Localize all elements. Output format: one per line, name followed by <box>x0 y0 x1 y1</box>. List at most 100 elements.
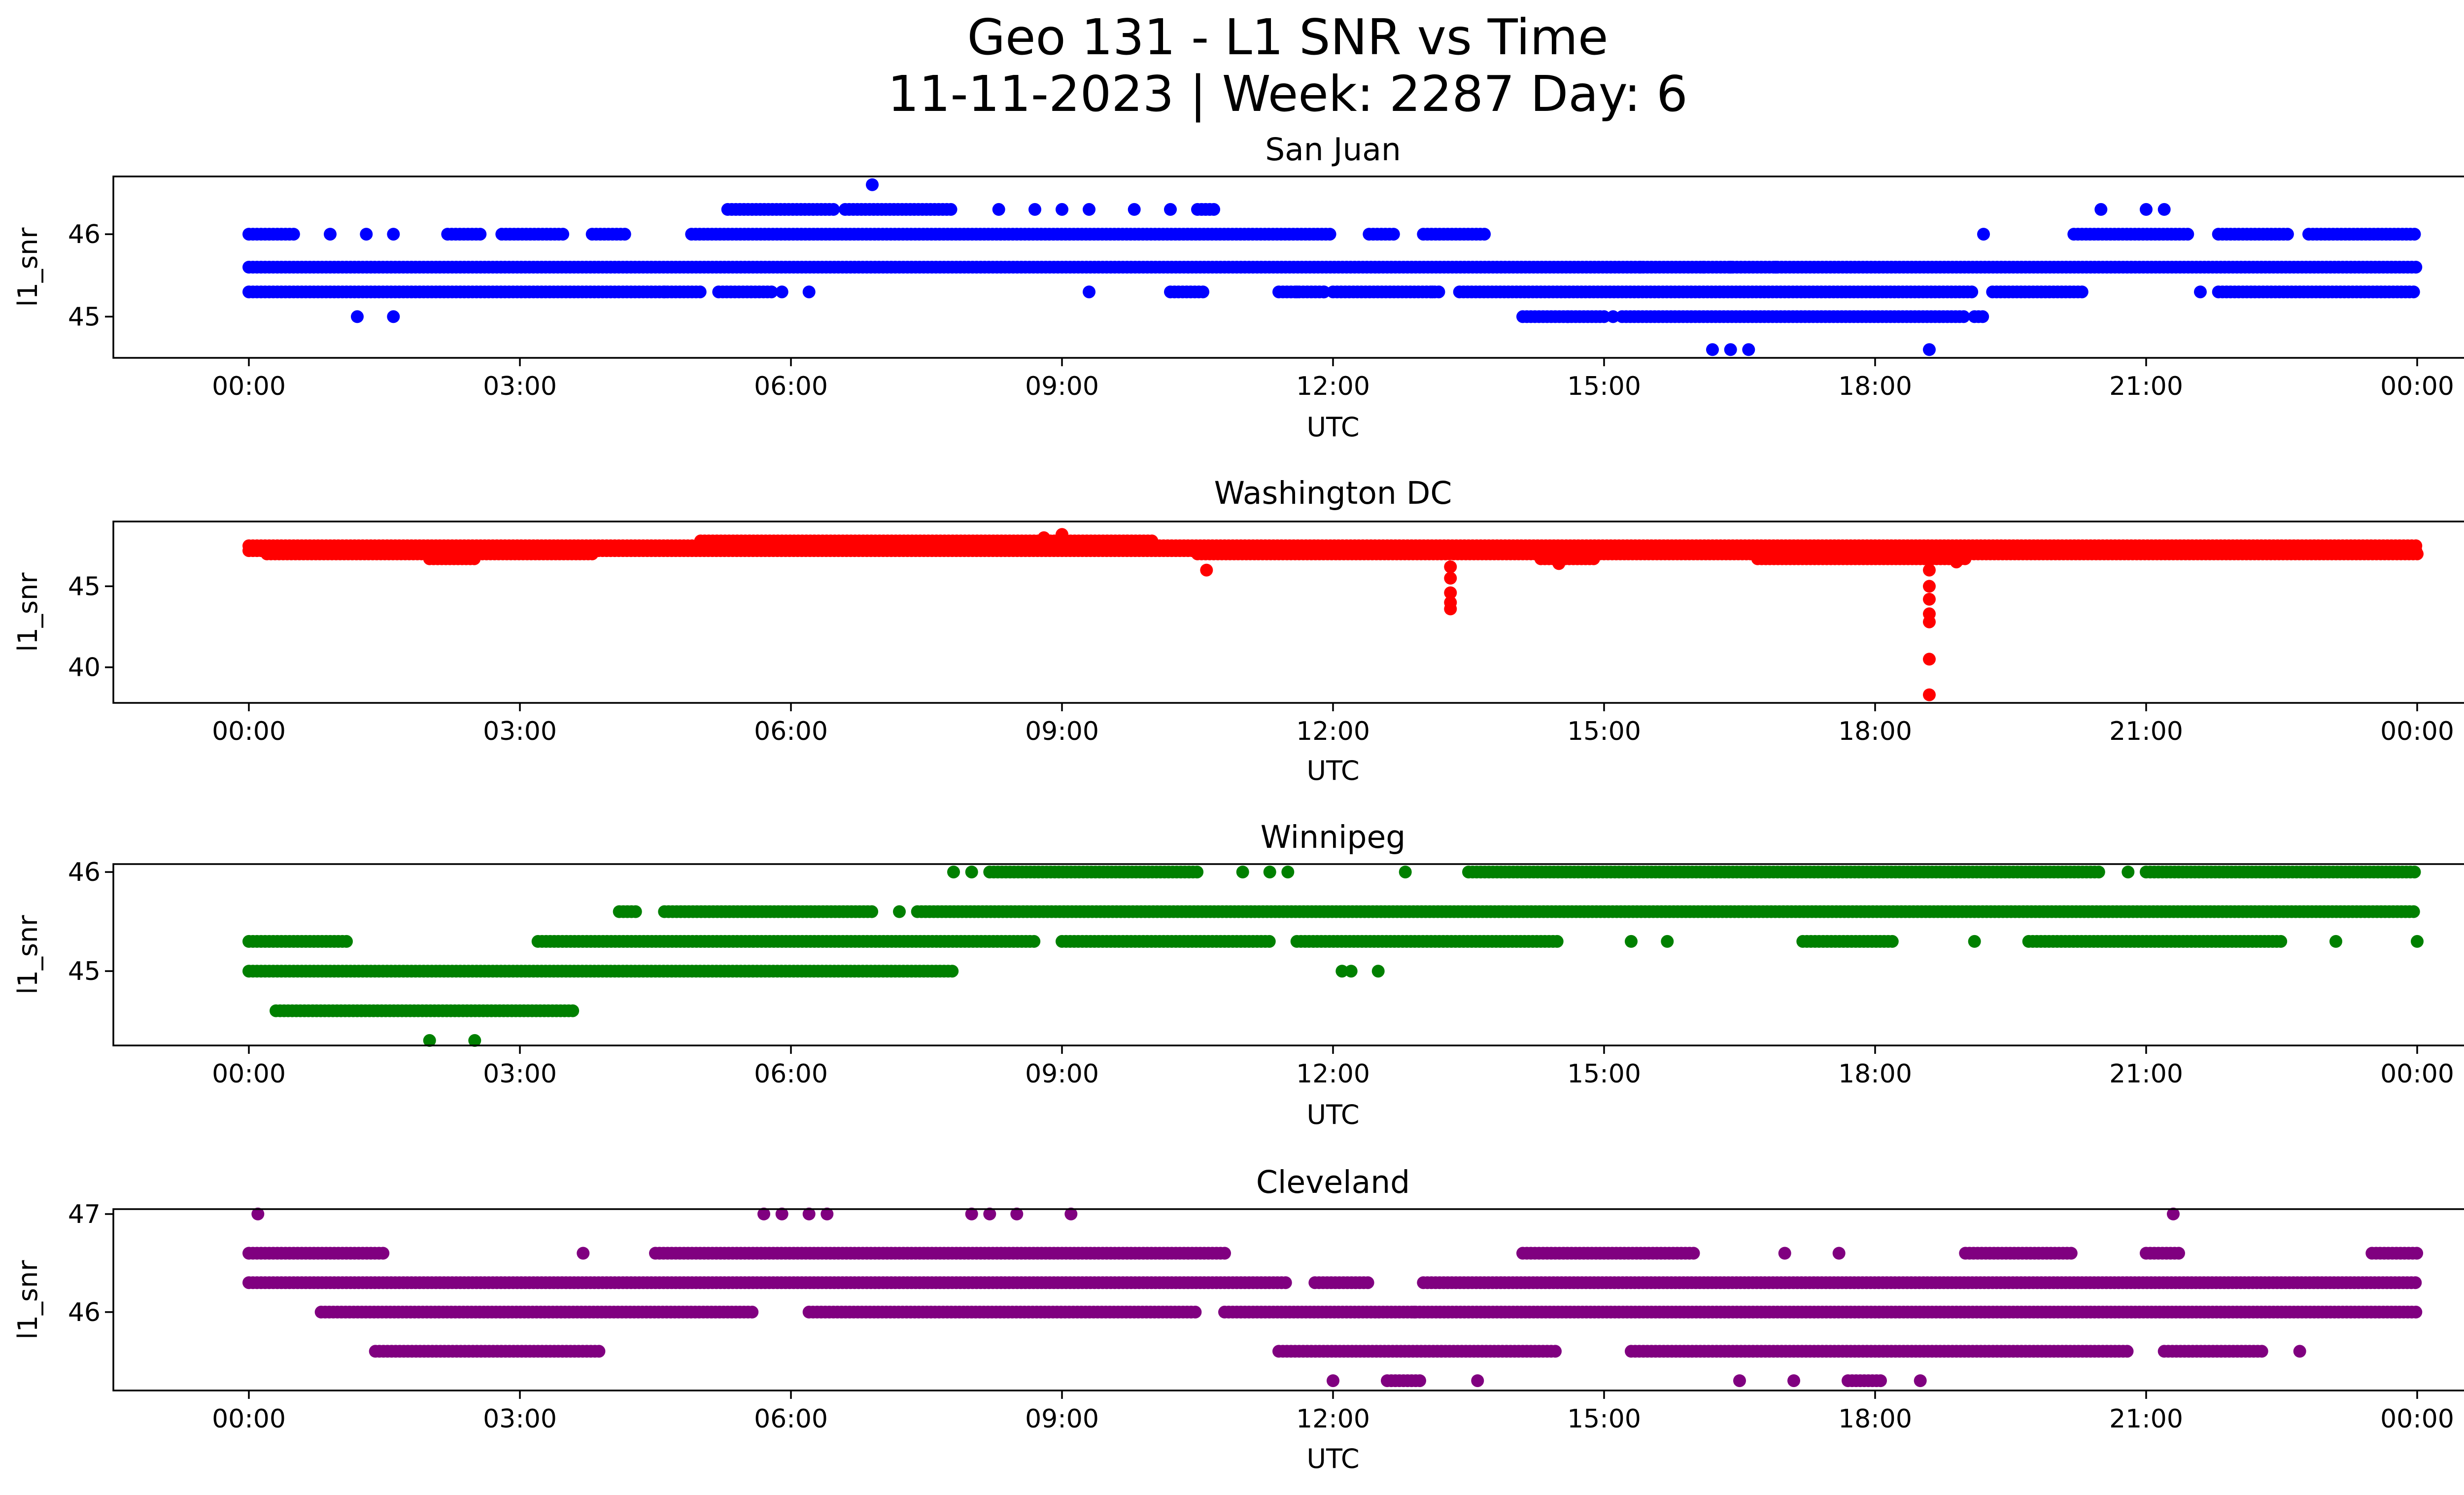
x-tick-label: 12:00 <box>1296 717 1370 746</box>
data-point <box>1977 228 1990 241</box>
data-point <box>360 228 373 241</box>
data-point <box>2409 261 2423 274</box>
data-point <box>1724 343 1737 356</box>
data-point <box>629 905 642 918</box>
y-tick-label: 45 <box>68 302 101 332</box>
data-point <box>566 1004 580 1017</box>
data-point <box>1561 310 1574 323</box>
x-tick-label: 00:00 <box>2380 1059 2454 1089</box>
data-point <box>1426 285 1439 299</box>
y-tick-label: 46 <box>68 220 101 249</box>
y-tick-label: 46 <box>68 858 101 887</box>
data-point <box>693 285 707 299</box>
data-point <box>1056 528 1068 541</box>
data-point <box>1444 560 1457 573</box>
data-point <box>802 285 816 299</box>
data-point <box>1028 203 1041 216</box>
data-point <box>2122 866 2135 879</box>
data-point <box>1923 580 1936 593</box>
data-point <box>351 310 364 323</box>
x-tick-label: 15:00 <box>1567 717 1641 746</box>
data-point <box>944 203 958 216</box>
data-point <box>1323 228 1336 241</box>
x-tick-label: 06:00 <box>754 1059 828 1089</box>
x-tick-label: 18:00 <box>1838 717 1912 746</box>
data-point <box>965 866 978 879</box>
data-point <box>1923 653 1936 666</box>
axes-frame <box>112 863 2464 1046</box>
x-tick-label: 00:00 <box>212 1059 286 1089</box>
data-point <box>1550 935 1564 948</box>
data-point <box>658 285 671 299</box>
panel-washington-dc: Washington DC UTC l1_snr 00:00 03:00 06:00… <box>12 475 2464 786</box>
data-point <box>866 178 879 191</box>
data-point <box>468 552 481 565</box>
data-point <box>1552 557 1566 570</box>
x-tick-label: 00:00 <box>212 717 286 746</box>
data-point <box>1885 935 1899 948</box>
data-point <box>1191 866 1204 879</box>
y-tick-label: 45 <box>68 957 101 986</box>
y-tick-label: 40 <box>68 653 101 683</box>
data-point <box>947 866 960 879</box>
x-tick-label: 09:00 <box>1025 372 1099 401</box>
data-point <box>1697 261 1710 274</box>
x-tick-label: 06:00 <box>754 372 828 401</box>
data-point <box>1207 203 1220 216</box>
data-point <box>2408 866 2421 879</box>
data-point <box>2157 203 2171 216</box>
data-point <box>1263 935 1276 948</box>
x-tick-label: 03:00 <box>483 372 557 401</box>
data-point <box>2281 228 2294 241</box>
x-tick-label: 09:00 <box>1025 1059 1099 1089</box>
data-point <box>2181 228 2194 241</box>
y-tick-label: 45 <box>68 572 101 601</box>
data-point <box>1950 556 1963 569</box>
data-point <box>2408 228 2421 241</box>
data-point <box>1399 866 1412 879</box>
data-point <box>1083 285 1095 299</box>
y-axis-label: l1_snr <box>12 227 43 307</box>
data-point <box>1706 343 1719 356</box>
x-tick-label: 21:00 <box>2109 717 2183 746</box>
x-tick-label: 21:00 <box>2109 1059 2183 1089</box>
data-point <box>1968 935 1981 948</box>
data-point <box>893 905 906 918</box>
panel-cleveland: Cleveland UTC l1_snr 00:00 03:00 06:00 09:0… <box>12 1164 2464 1474</box>
y-axis-label: l1_snr <box>12 572 43 652</box>
data-point <box>2329 935 2342 948</box>
data-point <box>1965 285 1979 299</box>
x-tick-label: 00:00 <box>2380 717 2454 746</box>
data-point <box>1769 261 1782 274</box>
data-point <box>1281 866 1295 879</box>
data-point <box>1444 572 1457 585</box>
data-point <box>1607 310 1620 323</box>
data-point <box>1317 285 1331 299</box>
data-point <box>387 310 400 323</box>
data-point <box>1164 203 1177 216</box>
data-point <box>2407 285 2420 299</box>
x-tick-label: 12:00 <box>1296 1059 1370 1089</box>
data-point <box>1923 563 1936 577</box>
data-point <box>1083 203 1095 216</box>
data-point <box>1197 285 1209 299</box>
data-point <box>775 285 788 299</box>
data-point <box>618 228 631 241</box>
plot-area <box>242 1207 2424 1388</box>
data-point <box>585 547 599 560</box>
x-axis-label: UTC <box>1306 1099 1359 1130</box>
data-point <box>1200 563 1213 577</box>
plot-area <box>242 866 2424 1047</box>
x-tick-label: 03:00 <box>483 717 557 746</box>
data-point <box>2411 935 2424 948</box>
data-point <box>1957 310 1970 323</box>
data-point <box>946 965 959 978</box>
plot-area <box>242 178 2423 356</box>
x-tick-label: 21:00 <box>2109 372 2183 401</box>
data-point <box>1634 261 1647 274</box>
x-tick-label: 15:00 <box>1567 1059 1641 1089</box>
data-point <box>1056 203 1068 216</box>
data-point <box>2409 1276 2422 1289</box>
y-axis-label: l1_snr <box>12 915 43 995</box>
data-point <box>324 228 337 241</box>
